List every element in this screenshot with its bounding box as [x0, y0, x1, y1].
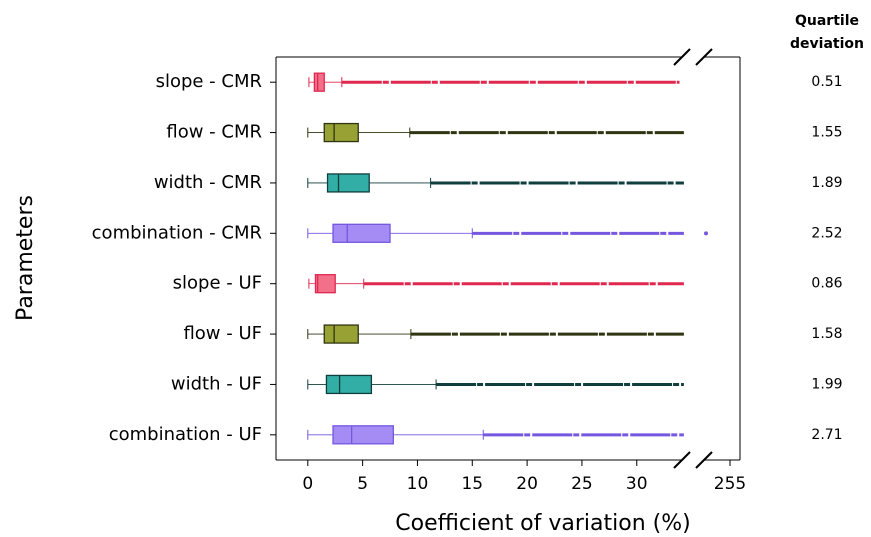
box	[325, 374, 373, 395]
x-tick-label: 5	[357, 474, 368, 494]
box	[314, 274, 336, 294]
quartile-deviation-title: Quartile deviation	[790, 13, 864, 52]
x-axis-label: Coefficient of variation (%)	[395, 511, 690, 536]
x-tick-label: 255	[714, 474, 746, 494]
quartile-deviation-value: 1.55	[811, 125, 842, 141]
y-tick-label: flow - CMR	[166, 122, 262, 143]
box	[332, 223, 391, 243]
quartile-deviation-value: 1.89	[811, 175, 842, 191]
x-tick-label: 15	[461, 474, 483, 494]
quartile-deviation-value: 2.71	[811, 427, 842, 443]
y-axis-label: Parameters	[13, 195, 38, 321]
x-tick-label: 10	[407, 474, 429, 494]
x-tick-label: 20	[516, 474, 538, 494]
axis-frame	[275, 48, 741, 469]
box	[326, 173, 370, 193]
y-tick-label: slope - CMR	[156, 71, 262, 92]
x-tick-label: 25	[571, 474, 593, 494]
y-tick-label: slope - UF	[173, 273, 262, 294]
y-tick-label: width - UF	[171, 373, 262, 394]
quartile-deviation-value: 0.86	[811, 276, 842, 292]
y-tick-label: width - CMR	[154, 172, 262, 193]
quartile-deviation-value: 1.58	[811, 326, 842, 342]
y-tick-label: combination - CMR	[92, 222, 262, 243]
quartile-deviation-value: 2.52	[811, 225, 842, 241]
box	[323, 324, 359, 344]
box	[332, 425, 394, 445]
y-tick-label: combination - UF	[109, 424, 262, 445]
outlier	[704, 231, 708, 236]
y-tick-label: flow - UF	[183, 323, 262, 344]
box	[323, 122, 359, 143]
x-tick-label: 30	[626, 474, 648, 494]
box	[313, 72, 325, 92]
quartile-deviation-value: 1.99	[811, 376, 842, 392]
quartile-deviation-value: 0.51	[811, 74, 842, 90]
x-tick-label: 0	[302, 474, 313, 494]
